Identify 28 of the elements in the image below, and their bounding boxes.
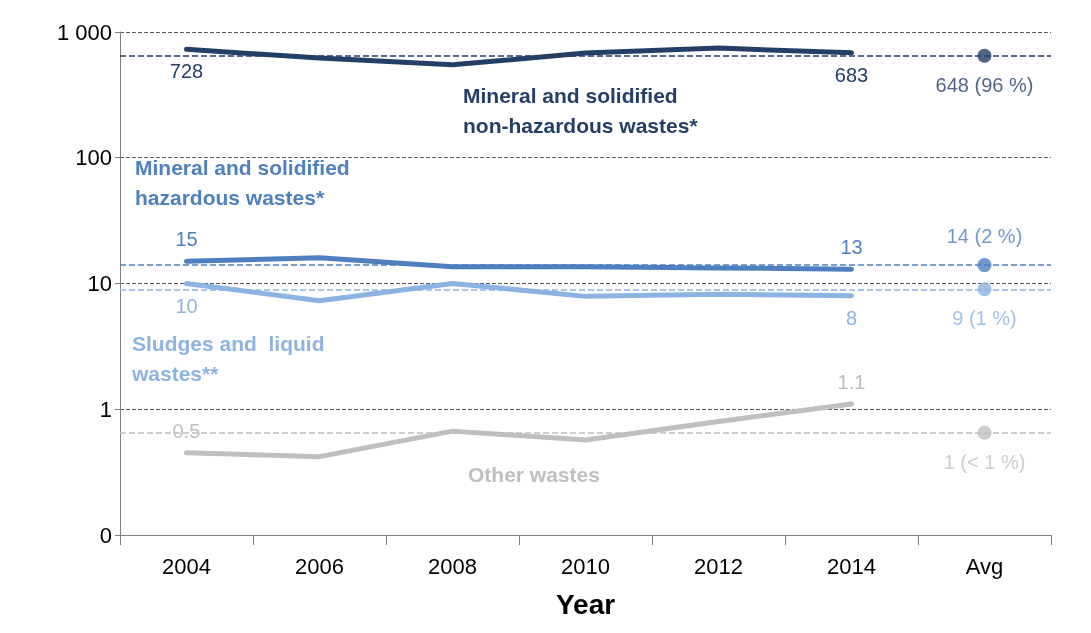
data-label: 1.1 — [837, 371, 866, 394]
y-tick-label: 1 000 — [56, 19, 112, 45]
y-tick-label: 100 — [75, 145, 112, 171]
data-label: 15 — [175, 228, 198, 251]
data-label: 648 (96 %) — [935, 73, 1034, 96]
x-tick-label: 2004 — [162, 553, 211, 579]
y-tick-label: 0 — [99, 522, 112, 548]
y-tick-label: 10 — [87, 271, 112, 296]
data-label: 683 — [834, 63, 869, 86]
x-axis-title: Year — [555, 588, 616, 620]
series-label: Sludges and liquid wastes** — [131, 331, 325, 385]
x-tick-label: 2006 — [295, 553, 344, 579]
series-label: Mineral and solidified non-hazardous wastes* — [463, 83, 699, 137]
x-tick-label: Avg — [965, 553, 1004, 579]
x-tick-label: 2012 — [694, 553, 743, 579]
y-tick-label: 1 — [99, 396, 112, 422]
data-label: 0.5 — [172, 419, 201, 442]
data-label: 9 (1 %) — [952, 307, 1017, 330]
x-tick-label: 2008 — [428, 553, 477, 579]
data-label: 8 — [845, 306, 858, 329]
x-tick-label: 2014 — [827, 553, 876, 579]
data-label: 14 (2 %) — [946, 225, 1023, 248]
text: Mineral and solidified hazardous wastes* — [135, 155, 350, 209]
data-label: 728 — [169, 60, 204, 83]
series-label: Other wastes — [468, 462, 600, 486]
data-label: 10 — [175, 294, 198, 317]
data-label: 13 — [840, 236, 863, 259]
x-tick-label: 2010 — [561, 553, 610, 579]
